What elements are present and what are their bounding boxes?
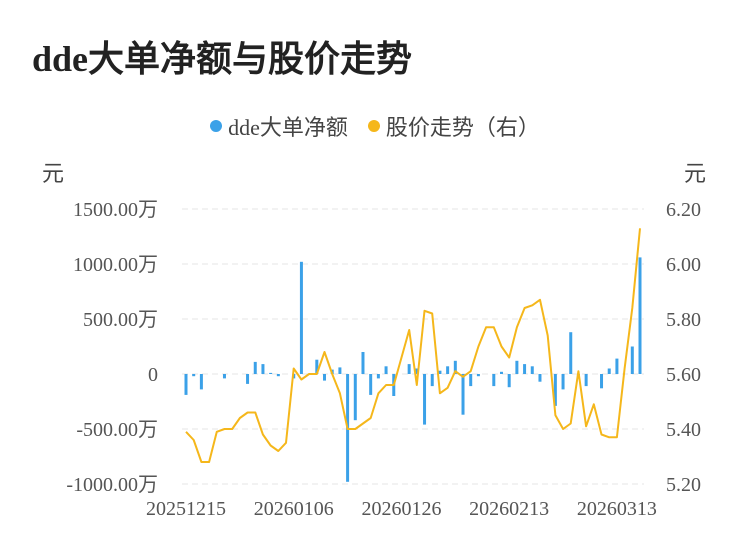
left-tick-label: 500.00万 [83,309,158,331]
left-tick-label: -1000.00万 [66,474,158,496]
legend-label-price: 股价走势（右） [385,115,540,140]
dde-bar [407,364,411,374]
dde-bar [246,374,250,384]
dde-bar [353,374,357,421]
right-tick-label: 5.20 [666,474,701,496]
dde-bar [276,374,280,377]
dde-bar [376,374,380,379]
dde-bar [369,374,373,395]
dde-bar [222,374,226,379]
dde-bar [523,364,527,374]
dde-bar [469,374,473,387]
left-tick-label: 1000.00万 [73,254,158,276]
dde-bar [338,367,342,374]
dde-bar [415,368,419,374]
dde-bar [499,371,503,374]
x-axis-ticks: 20251215 20260106 20260126 20260213 20260313 [146,498,657,520]
dde-bar [438,370,442,374]
dde-bar [461,374,465,415]
right-axis-ticks: 6.20 6.00 5.80 5.60 5.40 5.20 [666,199,701,496]
dde-bar [584,374,588,387]
dde-bar [553,374,557,406]
dde-bar [600,374,604,389]
dde-bar [299,261,303,374]
dde-bar [446,366,450,374]
dde-bar [384,366,388,374]
dde-bar [638,257,642,374]
dde-bar [361,352,365,374]
dde-bar [430,374,434,387]
right-tick-label: 5.60 [666,364,701,386]
dde-bar [261,364,265,374]
bar-series-dde [184,257,642,482]
left-tick-label: 0 [148,364,158,386]
dde-bar [607,368,611,374]
right-tick-label: 6.00 [666,254,701,276]
x-tick-label: 20251215 [146,498,226,520]
legend-marker-dde [210,120,223,132]
x-tick-label: 20260313 [577,498,657,520]
x-tick-label: 20260106 [254,498,334,520]
legend-label-dde: dde大单净额 [228,115,348,140]
left-axis-unit: 元 [42,161,65,186]
dde-bar [538,374,542,382]
dde-bar [269,372,273,374]
right-tick-label: 5.40 [666,419,701,441]
legend: dde大单净额 股价走势（右） [0,110,750,142]
dde-bar [423,374,427,425]
x-tick-label: 20260126 [361,498,441,520]
dde-bar [453,360,457,374]
dde-bar [569,332,573,374]
legend-item-price[interactable]: 股价走势（右） [367,110,540,142]
dde-bar [561,374,565,390]
line-series-price [185,228,641,463]
dde-bar [630,346,634,374]
chart-title: dde大单净额与股价走势 [32,39,413,79]
dde-bar [253,361,257,374]
right-tick-label: 6.20 [666,199,701,221]
legend-marker-price [367,120,380,132]
dde-bar [199,374,203,390]
dde-bar [192,374,196,377]
right-axis-unit: 元 [684,161,707,186]
dde-bar [184,374,188,395]
left-axis-ticks: 1500.00万 1000.00万 500.00万 0 -500.00万 -1000.00… [66,199,158,496]
dde-bar [476,374,480,377]
x-tick-label: 20260213 [469,498,549,520]
left-tick-label: 1500.00万 [73,199,158,221]
dde-bar [323,374,327,381]
dde-bar [530,366,534,374]
legend-item-dde[interactable]: dde大单净额 [210,110,348,142]
right-tick-label: 5.80 [666,309,701,331]
dde-bar [615,358,619,374]
dde-bar [515,360,519,374]
dde-bar [492,374,496,387]
price-line [185,228,641,463]
dde-bar [315,359,319,374]
dde-bar [507,374,511,388]
gridlines [182,208,644,485]
left-tick-label: -500.00万 [76,419,158,441]
